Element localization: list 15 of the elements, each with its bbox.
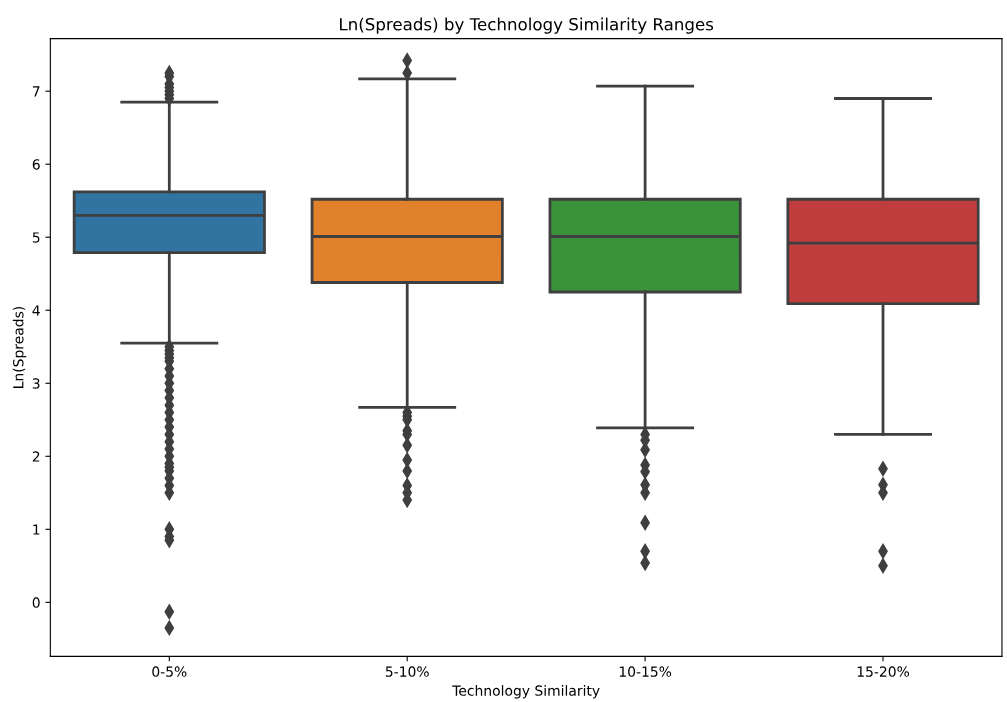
y-tick-label: 6 xyxy=(32,159,40,170)
y-tick-label: 5 xyxy=(32,232,40,243)
x-tick-label: 15-20% xyxy=(857,666,910,677)
y-axis-title: Ln(Spreads) xyxy=(12,306,27,388)
x-tick-label: 10-15% xyxy=(619,666,672,677)
x-tick-label: 0-5% xyxy=(152,666,187,677)
y-tick-label: 7 xyxy=(32,86,40,97)
chart-title: Ln(Spreads) by Technology Similarity Ranges xyxy=(340,17,714,34)
y-tick-label: 3 xyxy=(32,378,40,389)
y-tick-label: 4 xyxy=(32,305,40,316)
y-tick-label: 2 xyxy=(32,451,40,462)
y-tick-label: 0 xyxy=(32,597,40,608)
x-axis-title: Technology Similarity xyxy=(452,685,600,699)
y-tick-label: 1 xyxy=(33,524,40,535)
x-tick-label: 5-10% xyxy=(385,666,429,677)
